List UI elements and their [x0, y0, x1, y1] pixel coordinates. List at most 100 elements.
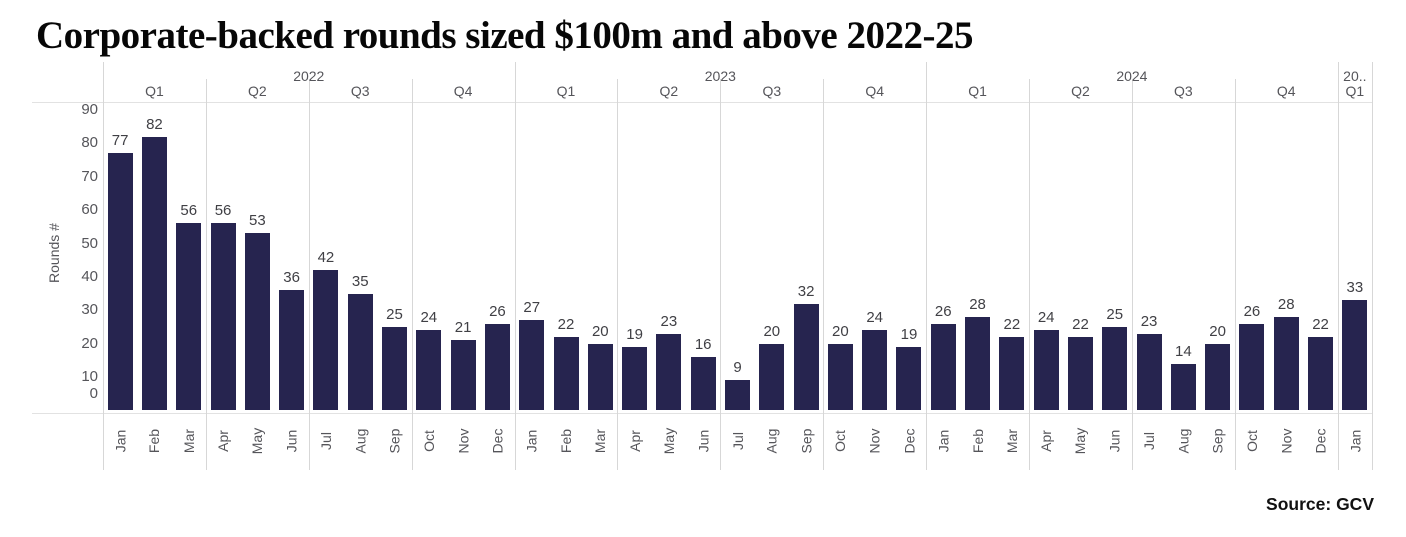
- bar[interactable]: [793, 303, 819, 410]
- y-tick-label: 80: [81, 134, 98, 152]
- month-tick-label: Jun: [1106, 429, 1123, 453]
- bar-value-label: 26: [489, 302, 506, 320]
- y-tick-label: 0: [89, 385, 98, 402]
- month-tick-label: Apr: [1038, 430, 1055, 452]
- bar[interactable]: [141, 136, 167, 410]
- month-tick-label: Oct: [420, 430, 437, 452]
- bar-value-label: 32: [797, 282, 815, 300]
- bar[interactable]: [553, 337, 579, 410]
- month-tick-label: Apr: [626, 430, 643, 452]
- bar-value-label: 28: [1277, 295, 1295, 313]
- month-tick-label: May: [249, 427, 266, 455]
- year-separator-line: [103, 62, 104, 470]
- quarter-separator-line: [411, 79, 413, 470]
- bar[interactable]: [656, 333, 682, 410]
- bar[interactable]: [965, 316, 991, 410]
- bar[interactable]: [1136, 333, 1162, 410]
- bar[interactable]: [759, 343, 785, 410]
- month-tick-label: Aug: [1175, 428, 1192, 454]
- bar-value-label: 16: [694, 336, 712, 354]
- bar[interactable]: [1170, 363, 1196, 410]
- bar[interactable]: [244, 233, 270, 410]
- quarter-label: Q3: [1174, 83, 1193, 99]
- bar-value-label: 56: [214, 202, 232, 220]
- year-label: 20..: [1343, 68, 1367, 84]
- quarter-label: Q1: [968, 83, 987, 99]
- bar-value-label: 25: [386, 306, 403, 323]
- month-tick-label: Jun: [695, 429, 712, 453]
- quarter-separator-line: [617, 79, 619, 470]
- bar[interactable]: [725, 380, 750, 410]
- bar-value-label: 20: [1209, 322, 1226, 340]
- y-tick-label: 10: [81, 368, 98, 386]
- bar[interactable]: [999, 337, 1025, 410]
- bar[interactable]: [279, 290, 305, 410]
- y-tick-label: 70: [81, 167, 98, 185]
- bar[interactable]: [622, 347, 648, 410]
- bar[interactable]: [862, 330, 888, 410]
- bar-value-label: 56: [180, 202, 198, 220]
- bar-value-label: 9: [733, 359, 742, 377]
- chart-title: Corporate-backed rounds sized $100m and …: [36, 14, 973, 57]
- bar-value-label: 82: [146, 115, 163, 133]
- bar[interactable]: [484, 323, 510, 410]
- month-tick-label: Jul: [1141, 432, 1158, 450]
- bar[interactable]: [382, 327, 408, 410]
- bar[interactable]: [210, 223, 236, 410]
- source-credit: Source: GCV: [1266, 494, 1374, 514]
- month-tick-label: Feb: [969, 428, 986, 454]
- bar[interactable]: [1342, 300, 1368, 410]
- bar[interactable]: [896, 347, 922, 410]
- bar[interactable]: [347, 293, 373, 410]
- bar[interactable]: [1308, 337, 1334, 410]
- y-tick-label: 20: [81, 334, 98, 352]
- bar[interactable]: [827, 343, 853, 410]
- bar[interactable]: [176, 223, 202, 410]
- month-tick-label: Jan: [1346, 429, 1363, 453]
- month-tick-label: May: [660, 427, 677, 455]
- year-separator-line: [1337, 62, 1339, 470]
- bar-value-label: 77: [111, 132, 129, 150]
- bar[interactable]: [450, 340, 476, 410]
- bar-value-label: 33: [1346, 279, 1364, 297]
- bar[interactable]: [416, 330, 442, 410]
- y-tick-label: 90: [81, 100, 98, 118]
- bar-value-label: 35: [351, 272, 369, 290]
- bar-value-label: 36: [283, 269, 300, 287]
- month-tick-label: Sep: [1209, 428, 1226, 454]
- quarter-separator-line: [1234, 79, 1236, 470]
- bar[interactable]: [1273, 316, 1299, 410]
- bar[interactable]: [1205, 343, 1231, 410]
- month-tick-label: Mar: [180, 428, 197, 454]
- bar[interactable]: [1033, 330, 1059, 410]
- bar-value-label: 23: [660, 312, 678, 330]
- month-tick-label: Mar: [592, 428, 609, 454]
- bar-value-label: 24: [1037, 309, 1055, 327]
- bar[interactable]: [1067, 337, 1093, 410]
- bar[interactable]: [1239, 323, 1265, 410]
- bar-value-label: 23: [1140, 312, 1158, 330]
- month-tick-label: Apr: [215, 430, 232, 452]
- bar[interactable]: [587, 343, 613, 410]
- bar[interactable]: [313, 270, 339, 410]
- bar-value-label: 21: [454, 319, 472, 337]
- month-tick-label: Aug: [763, 428, 780, 454]
- bar-value-label: 26: [1243, 302, 1261, 320]
- bar[interactable]: [930, 323, 956, 410]
- month-tick-label: May: [1072, 427, 1089, 455]
- bar-value-label: 28: [969, 295, 986, 313]
- bar-value-label: 22: [557, 316, 575, 334]
- year-separator-line: [514, 62, 516, 470]
- quarter-separator-line: [1029, 79, 1031, 470]
- bar-value-label: 27: [523, 299, 541, 317]
- bar[interactable]: [690, 357, 716, 410]
- quarter-label: Q1: [556, 83, 576, 99]
- bar[interactable]: [107, 153, 133, 410]
- bar-value-label: 20: [832, 322, 849, 340]
- bar[interactable]: [519, 320, 545, 410]
- bar[interactable]: [1102, 327, 1128, 410]
- bar-value-label: 42: [317, 249, 335, 267]
- bar-value-label: 26: [934, 302, 952, 320]
- month-tick-label: Jul: [317, 432, 334, 450]
